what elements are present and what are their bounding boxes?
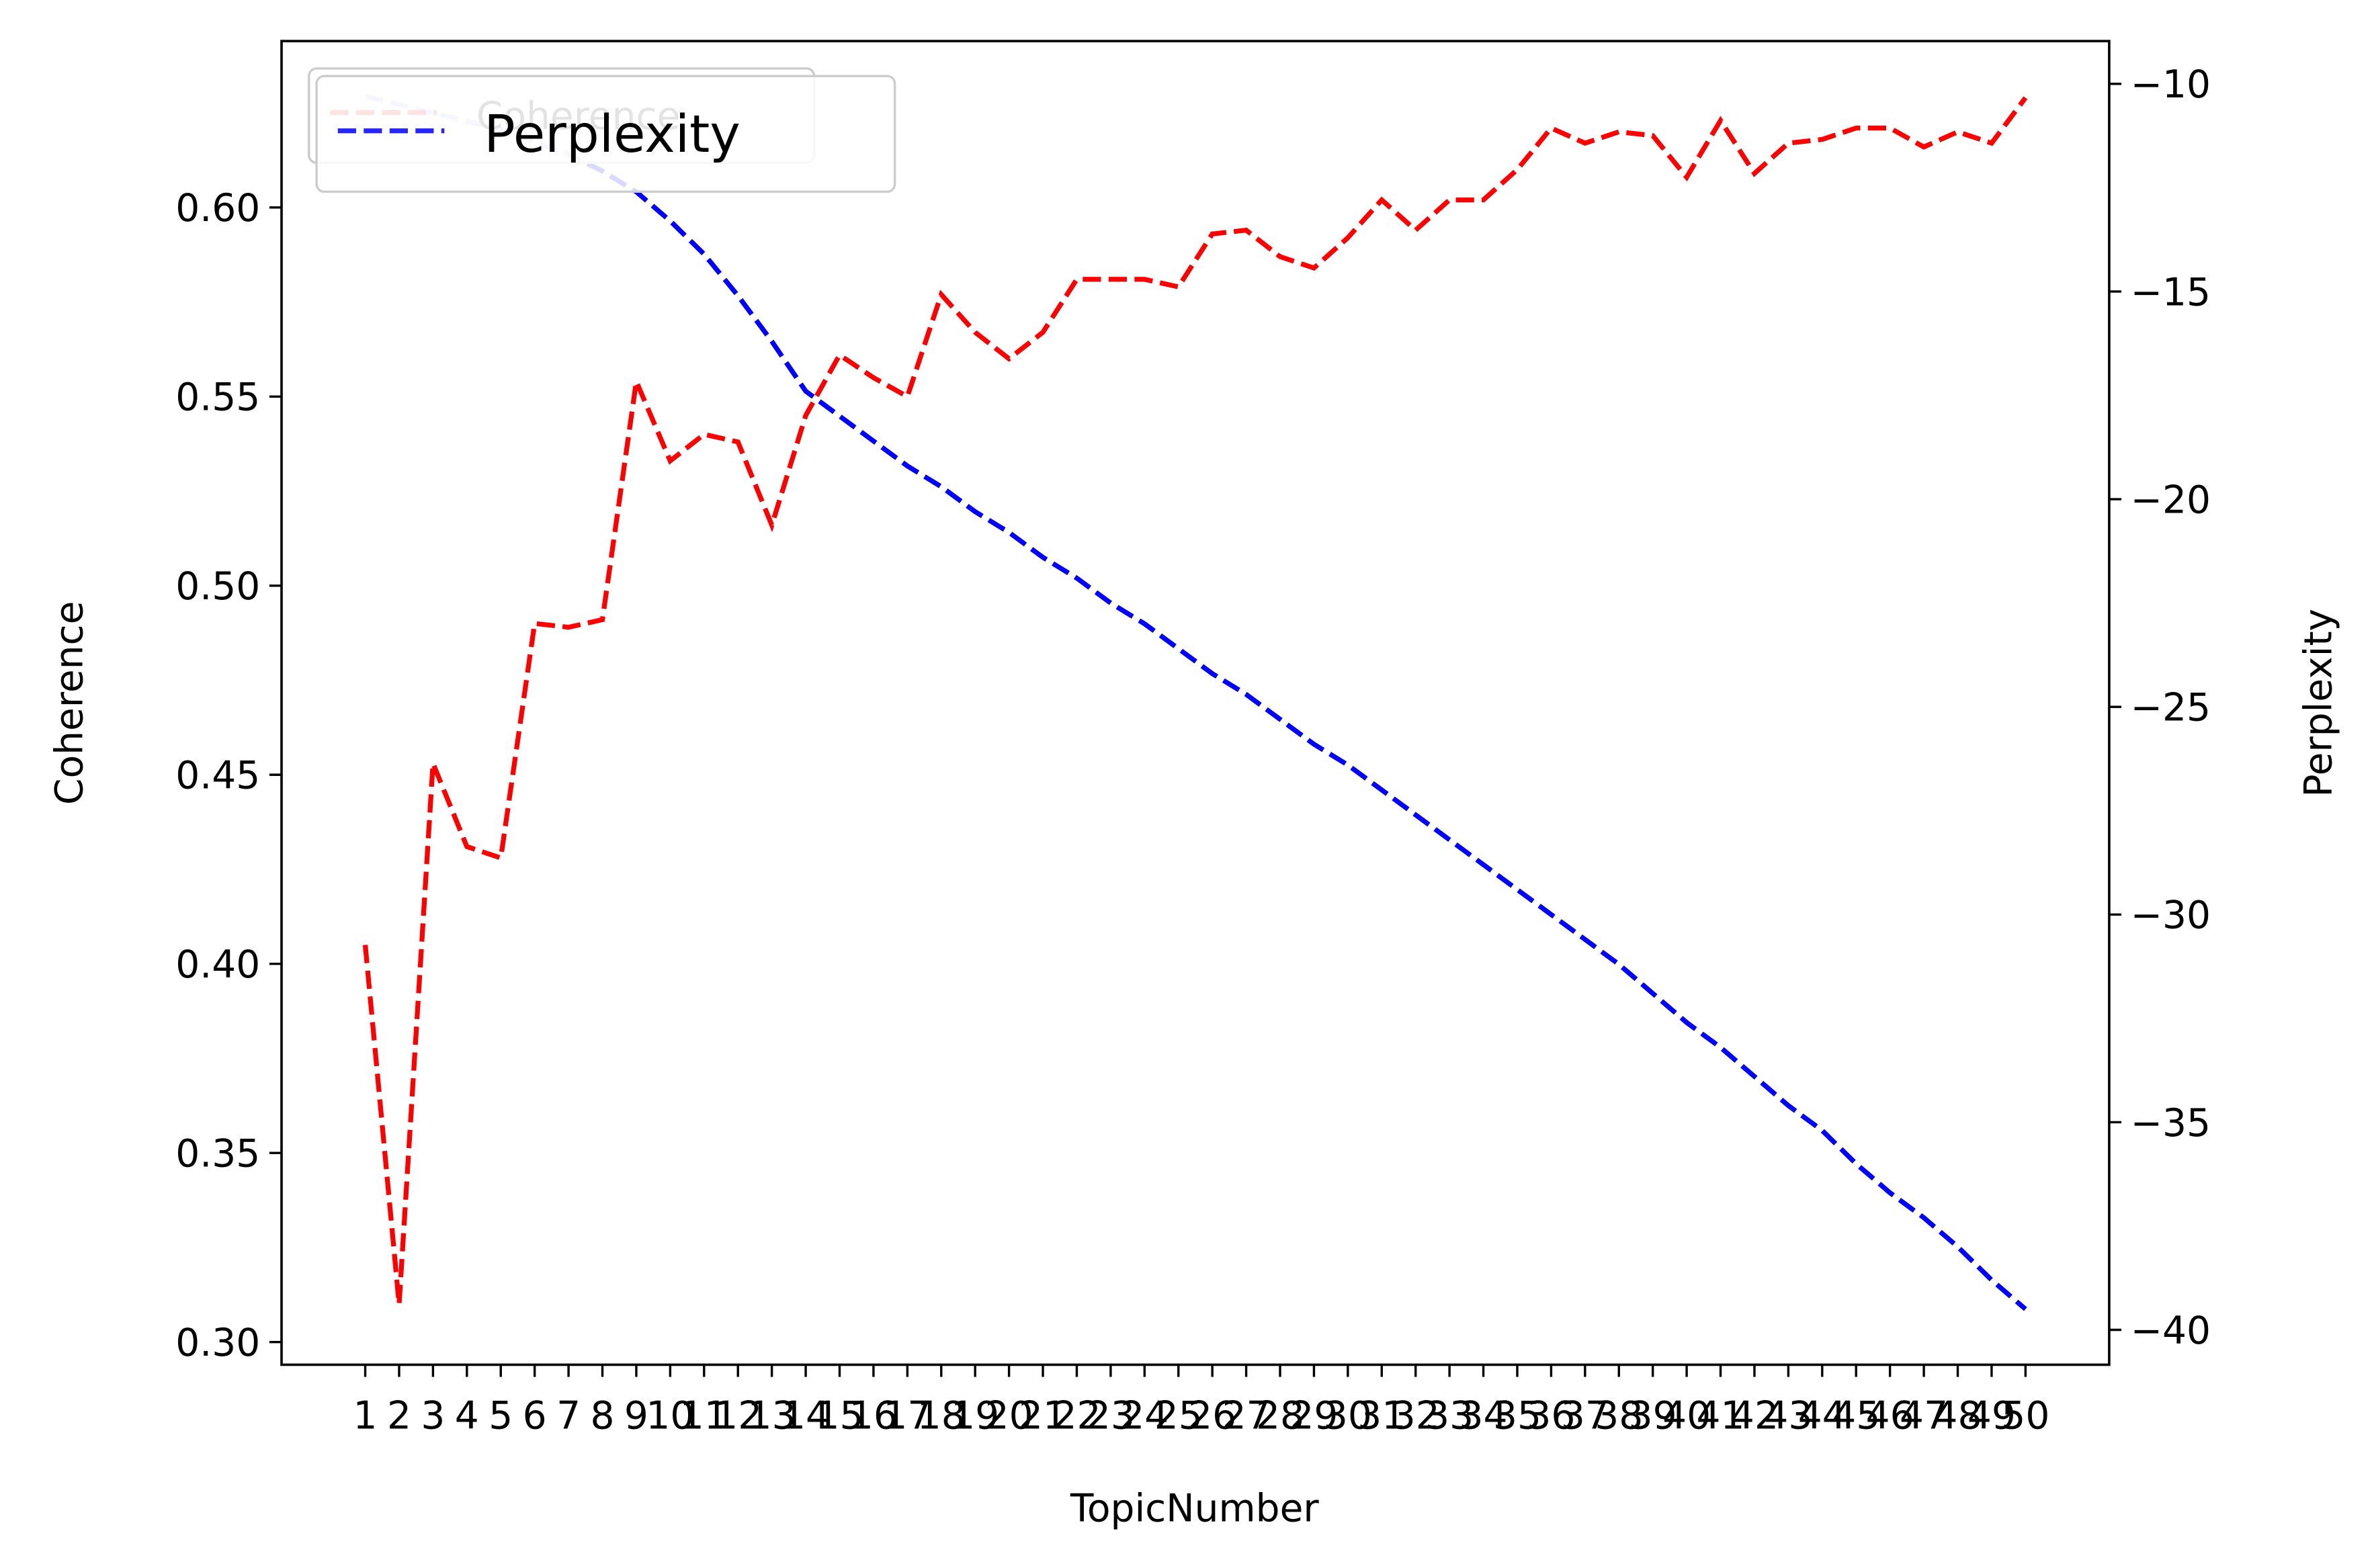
x-tick-label: 2 <box>387 1394 411 1438</box>
x-tick-label: 31 <box>1357 1394 1406 1438</box>
y-tick-label: 0.60 <box>175 186 260 230</box>
x-tick-label: 39 <box>1629 1394 1677 1438</box>
x-axis-label: TopicNumber <box>1070 1487 1320 1531</box>
legend-box <box>315 75 896 193</box>
y2-tick-label: −35 <box>2131 1101 2211 1145</box>
x-tick-label: 27 <box>1222 1394 1271 1438</box>
x-tick-label: 35 <box>1493 1394 1541 1438</box>
x-tick-label: 29 <box>1289 1394 1338 1438</box>
x-tick-label: 15 <box>815 1394 863 1438</box>
x-tick-label: 7 <box>556 1394 581 1438</box>
x-tick-label: 42 <box>1730 1394 1779 1438</box>
y-tick-label: 0.35 <box>175 1132 260 1176</box>
x-tick-label: 38 <box>1595 1394 1643 1438</box>
x-tick-label: 1 <box>353 1394 378 1438</box>
x-tick-label: 26 <box>1188 1394 1236 1438</box>
y2-tick-label: −10 <box>2131 62 2211 107</box>
x-tick-label: 12 <box>714 1394 762 1438</box>
legend-label: Perplexity <box>484 105 740 165</box>
y-tick-label: 0.50 <box>175 564 260 609</box>
y2-tick-label: −15 <box>2131 270 2211 314</box>
x-tick-label: 21 <box>1019 1394 1067 1438</box>
x-tick-label: 47 <box>1900 1394 1948 1438</box>
x-tick-label: 24 <box>1120 1394 1169 1438</box>
series-line <box>364 93 2027 1311</box>
x-tick-label: 28 <box>1256 1394 1304 1438</box>
y-tick-label: 0.30 <box>175 1321 260 1365</box>
y-tick-label: 0.40 <box>175 943 260 987</box>
x-tick-label: 43 <box>1764 1394 1812 1438</box>
x-tick-label: 13 <box>748 1394 796 1438</box>
x-tick-label: 25 <box>1154 1394 1203 1438</box>
plot-frame <box>280 40 2111 1366</box>
x-tick-label: 50 <box>2001 1394 2049 1438</box>
x-tick-label: 44 <box>1798 1394 1847 1438</box>
x-tick-label: 9 <box>624 1394 648 1438</box>
x-tick-label: 11 <box>680 1394 728 1438</box>
x-tick-label: 10 <box>646 1394 694 1438</box>
x-tick-label: 33 <box>1425 1394 1474 1438</box>
x-tick-label: 5 <box>489 1394 513 1438</box>
x-tick-label: 22 <box>1052 1394 1101 1438</box>
x-tick-label: 34 <box>1459 1394 1508 1438</box>
y2-tick-label: −30 <box>2131 894 2211 938</box>
x-tick-label: 17 <box>883 1394 931 1438</box>
x-tick-label: 36 <box>1527 1394 1575 1438</box>
x-tick-label: 32 <box>1392 1394 1440 1438</box>
y-tick-label: 0.45 <box>175 754 260 798</box>
y-axis-label: Coherence <box>47 601 91 805</box>
x-tick-label: 46 <box>1866 1394 1914 1438</box>
x-tick-label: 49 <box>1967 1394 2016 1438</box>
series-line <box>362 96 2028 1305</box>
x-tick-label: 41 <box>1697 1394 1745 1438</box>
x-tick-label: 19 <box>951 1394 999 1438</box>
y2-tick-label: −20 <box>2131 478 2211 522</box>
y2-tick-label: −40 <box>2131 1309 2211 1353</box>
x-tick-label: 20 <box>985 1394 1033 1438</box>
x-tick-label: 48 <box>1933 1394 1982 1438</box>
x-tick-label: 14 <box>781 1394 830 1438</box>
x-tick-label: 30 <box>1324 1394 1372 1438</box>
x-tick-label: 18 <box>917 1394 966 1438</box>
y2-axis-label: Perplexity <box>2297 609 2341 797</box>
x-tick-label: 8 <box>591 1394 615 1438</box>
x-tick-label: 3 <box>421 1394 445 1438</box>
y-tick-label: 0.55 <box>175 376 260 420</box>
x-tick-label: 23 <box>1087 1394 1135 1438</box>
x-tick-label: 45 <box>1832 1394 1880 1438</box>
x-tick-label: 37 <box>1561 1394 1609 1438</box>
x-tick-label: 40 <box>1662 1394 1711 1438</box>
x-tick-label: 6 <box>523 1394 547 1438</box>
x-tick-label: 4 <box>455 1394 479 1438</box>
x-tick-label: 16 <box>849 1394 898 1438</box>
y2-tick-label: −25 <box>2131 686 2211 730</box>
